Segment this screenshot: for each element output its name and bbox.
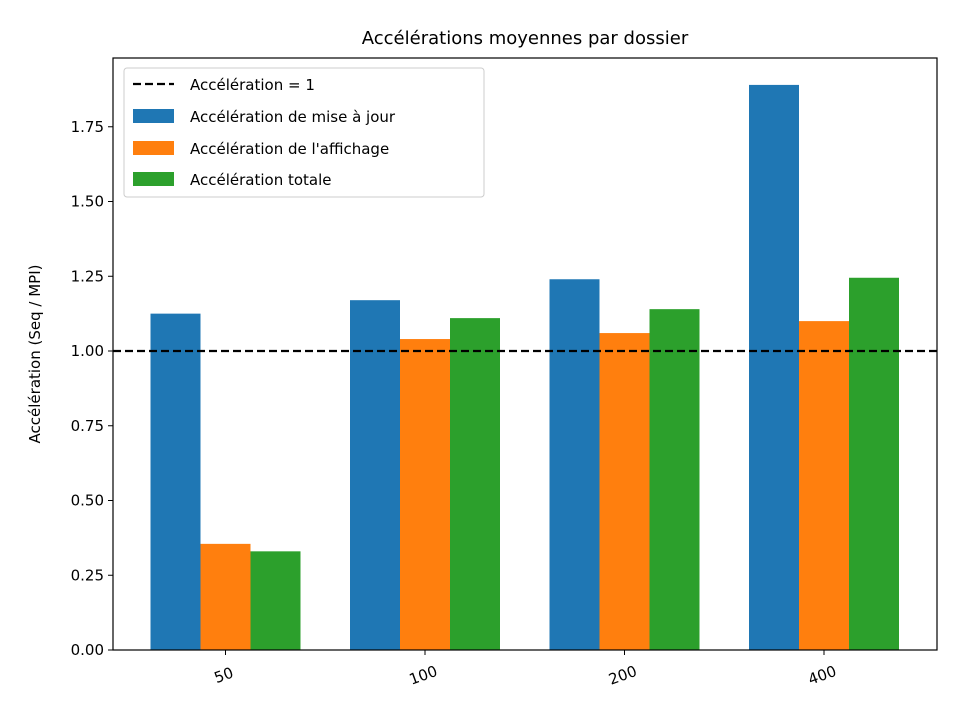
chart-title: Accélérations moyennes par dossier: [362, 28, 689, 49]
bar-100-series-1: [350, 300, 400, 650]
y-axis-label: Accélération (Seq / MPI): [26, 265, 44, 444]
y-tick-label: 0.75: [71, 417, 104, 435]
y-axis: 0.00 0.25 0.50 0.75 1.00 1.25 1.50 1.75: [71, 118, 113, 659]
y-tick-label: 1.50: [71, 193, 104, 211]
legend-label-series-1: Accélération de mise à jour: [190, 108, 396, 126]
legend-swatch-series-2: [133, 141, 174, 155]
bar-200-series-2: [599, 333, 650, 650]
bars-group: [150, 84, 899, 651]
bar-200-series-3: [649, 309, 700, 650]
bar-400-series-2: [799, 321, 849, 650]
bar-400-series-3: [849, 277, 899, 650]
legend-swatch-series-1: [133, 109, 174, 123]
y-tick-label: 0.00: [71, 641, 104, 659]
bar-400-series-1: [749, 84, 799, 651]
bar-200-series-1: [549, 279, 600, 650]
y-tick-label: 1.25: [71, 267, 104, 285]
y-tick-label: 0.25: [71, 566, 104, 584]
legend-label-series-3: Accélération totale: [190, 171, 332, 189]
y-tick-label: 1.75: [71, 118, 104, 136]
legend-swatch-series-3: [133, 172, 174, 186]
plot-frame: [112, 57, 938, 651]
x-tick-label: 50: [212, 664, 236, 687]
y-tick-label: 0.50: [71, 492, 104, 510]
bar-50-series-1: [150, 313, 201, 650]
bar-100-series-3: [450, 318, 500, 650]
legend: Accélération = 1 Accélération de mise à j…: [123, 67, 485, 198]
bar-50-series-2: [200, 543, 251, 650]
y-tick-label: 1.00: [71, 342, 104, 360]
legend-box: [123, 67, 485, 198]
legend-label-reference: Accélération = 1: [190, 76, 315, 94]
bar-50-series-3: [250, 551, 301, 650]
bar-100-series-2: [400, 339, 450, 650]
legend-label-series-2: Accélération de l'affichage: [190, 140, 389, 158]
